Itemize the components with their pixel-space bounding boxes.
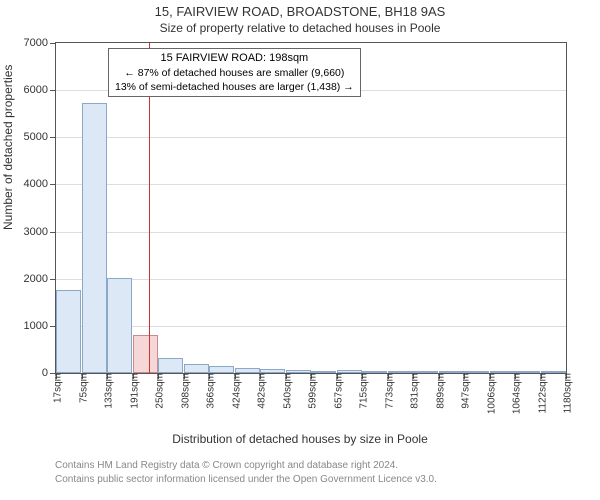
- bar: [209, 366, 234, 373]
- x-tick-label: 947sqm: [457, 373, 472, 409]
- x-tick-label: 540sqm: [278, 373, 293, 409]
- gridline: [56, 137, 566, 138]
- x-tick-label: 831sqm: [406, 373, 421, 409]
- x-tick-label: 657sqm: [329, 373, 344, 409]
- plot-area: 0100020003000400050006000700017sqm75sqm1…: [55, 42, 567, 374]
- credit-line-2: Contains public sector information licen…: [55, 474, 437, 485]
- x-tick-label: 366sqm: [202, 373, 217, 409]
- gridline: [56, 232, 566, 233]
- x-tick-label: 133sqm: [100, 373, 115, 409]
- y-tick-label: 5000: [24, 131, 56, 143]
- x-tick-label: 482sqm: [253, 373, 268, 409]
- annotation-line-1: 15 FAIRVIEW ROAD: 198sqm: [115, 51, 354, 66]
- bar: [260, 369, 285, 373]
- bar: [541, 371, 566, 373]
- x-tick-label: 889sqm: [431, 373, 446, 409]
- chart-title: 15, FAIRVIEW ROAD, BROADSTONE, BH18 9AS: [0, 4, 600, 19]
- x-tick-label: 599sqm: [304, 373, 319, 409]
- x-tick-label: 17sqm: [49, 373, 64, 403]
- bar: [158, 358, 183, 373]
- chart-subtitle: Size of property relative to detached ho…: [0, 21, 600, 35]
- bar: [388, 371, 413, 373]
- x-tick-label: 424sqm: [227, 373, 242, 409]
- chart-container: { "title": "15, FAIRVIEW ROAD, BROADSTON…: [0, 0, 600, 500]
- annotation-line-3: 13% of semi-detached houses are larger (…: [115, 80, 354, 94]
- bar: [286, 370, 311, 373]
- y-tick-label: 1000: [24, 320, 56, 332]
- x-tick-label: 75sqm: [74, 373, 89, 403]
- y-tick-label: 6000: [24, 84, 56, 96]
- bar: [490, 371, 515, 373]
- x-tick-label: 250sqm: [151, 373, 166, 409]
- credit-line-1: Contains HM Land Registry data © Crown c…: [55, 460, 398, 471]
- bar: [235, 368, 260, 373]
- x-tick-label: 1180sqm: [559, 373, 574, 413]
- y-tick-label: 3000: [24, 226, 56, 238]
- bar: [413, 371, 438, 373]
- x-tick-label: 773sqm: [380, 373, 395, 409]
- bar: [515, 371, 540, 373]
- bar: [362, 371, 387, 373]
- bar: [464, 371, 489, 373]
- x-tick-label: 1006sqm: [482, 373, 497, 414]
- x-tick-label: 715sqm: [355, 373, 370, 409]
- annotation-box: 15 FAIRVIEW ROAD: 198sqm← 87% of detache…: [108, 48, 361, 97]
- bar: [56, 290, 81, 373]
- bar: [311, 371, 336, 373]
- y-tick-label: 4000: [24, 178, 56, 190]
- gridline: [56, 184, 566, 185]
- x-tick-label: 1064sqm: [508, 373, 523, 414]
- y-tick-label: 2000: [24, 273, 56, 285]
- gridline: [56, 326, 566, 327]
- y-tick-label: 7000: [24, 37, 56, 49]
- bar: [184, 364, 209, 373]
- bar: [337, 370, 362, 373]
- x-axis-label: Distribution of detached houses by size …: [0, 432, 600, 446]
- annotation-line-2: ← 87% of detached houses are smaller (9,…: [115, 66, 354, 80]
- bar-highlight: [133, 335, 158, 373]
- bar: [439, 371, 464, 373]
- bar: [82, 103, 107, 373]
- bar: [107, 278, 132, 373]
- x-tick-label: 308sqm: [176, 373, 191, 409]
- x-tick-label: 1122sqm: [533, 373, 548, 413]
- x-tick-label: 191sqm: [125, 373, 140, 409]
- gridline: [56, 279, 566, 280]
- y-axis-label: Number of detached properties: [1, 65, 15, 230]
